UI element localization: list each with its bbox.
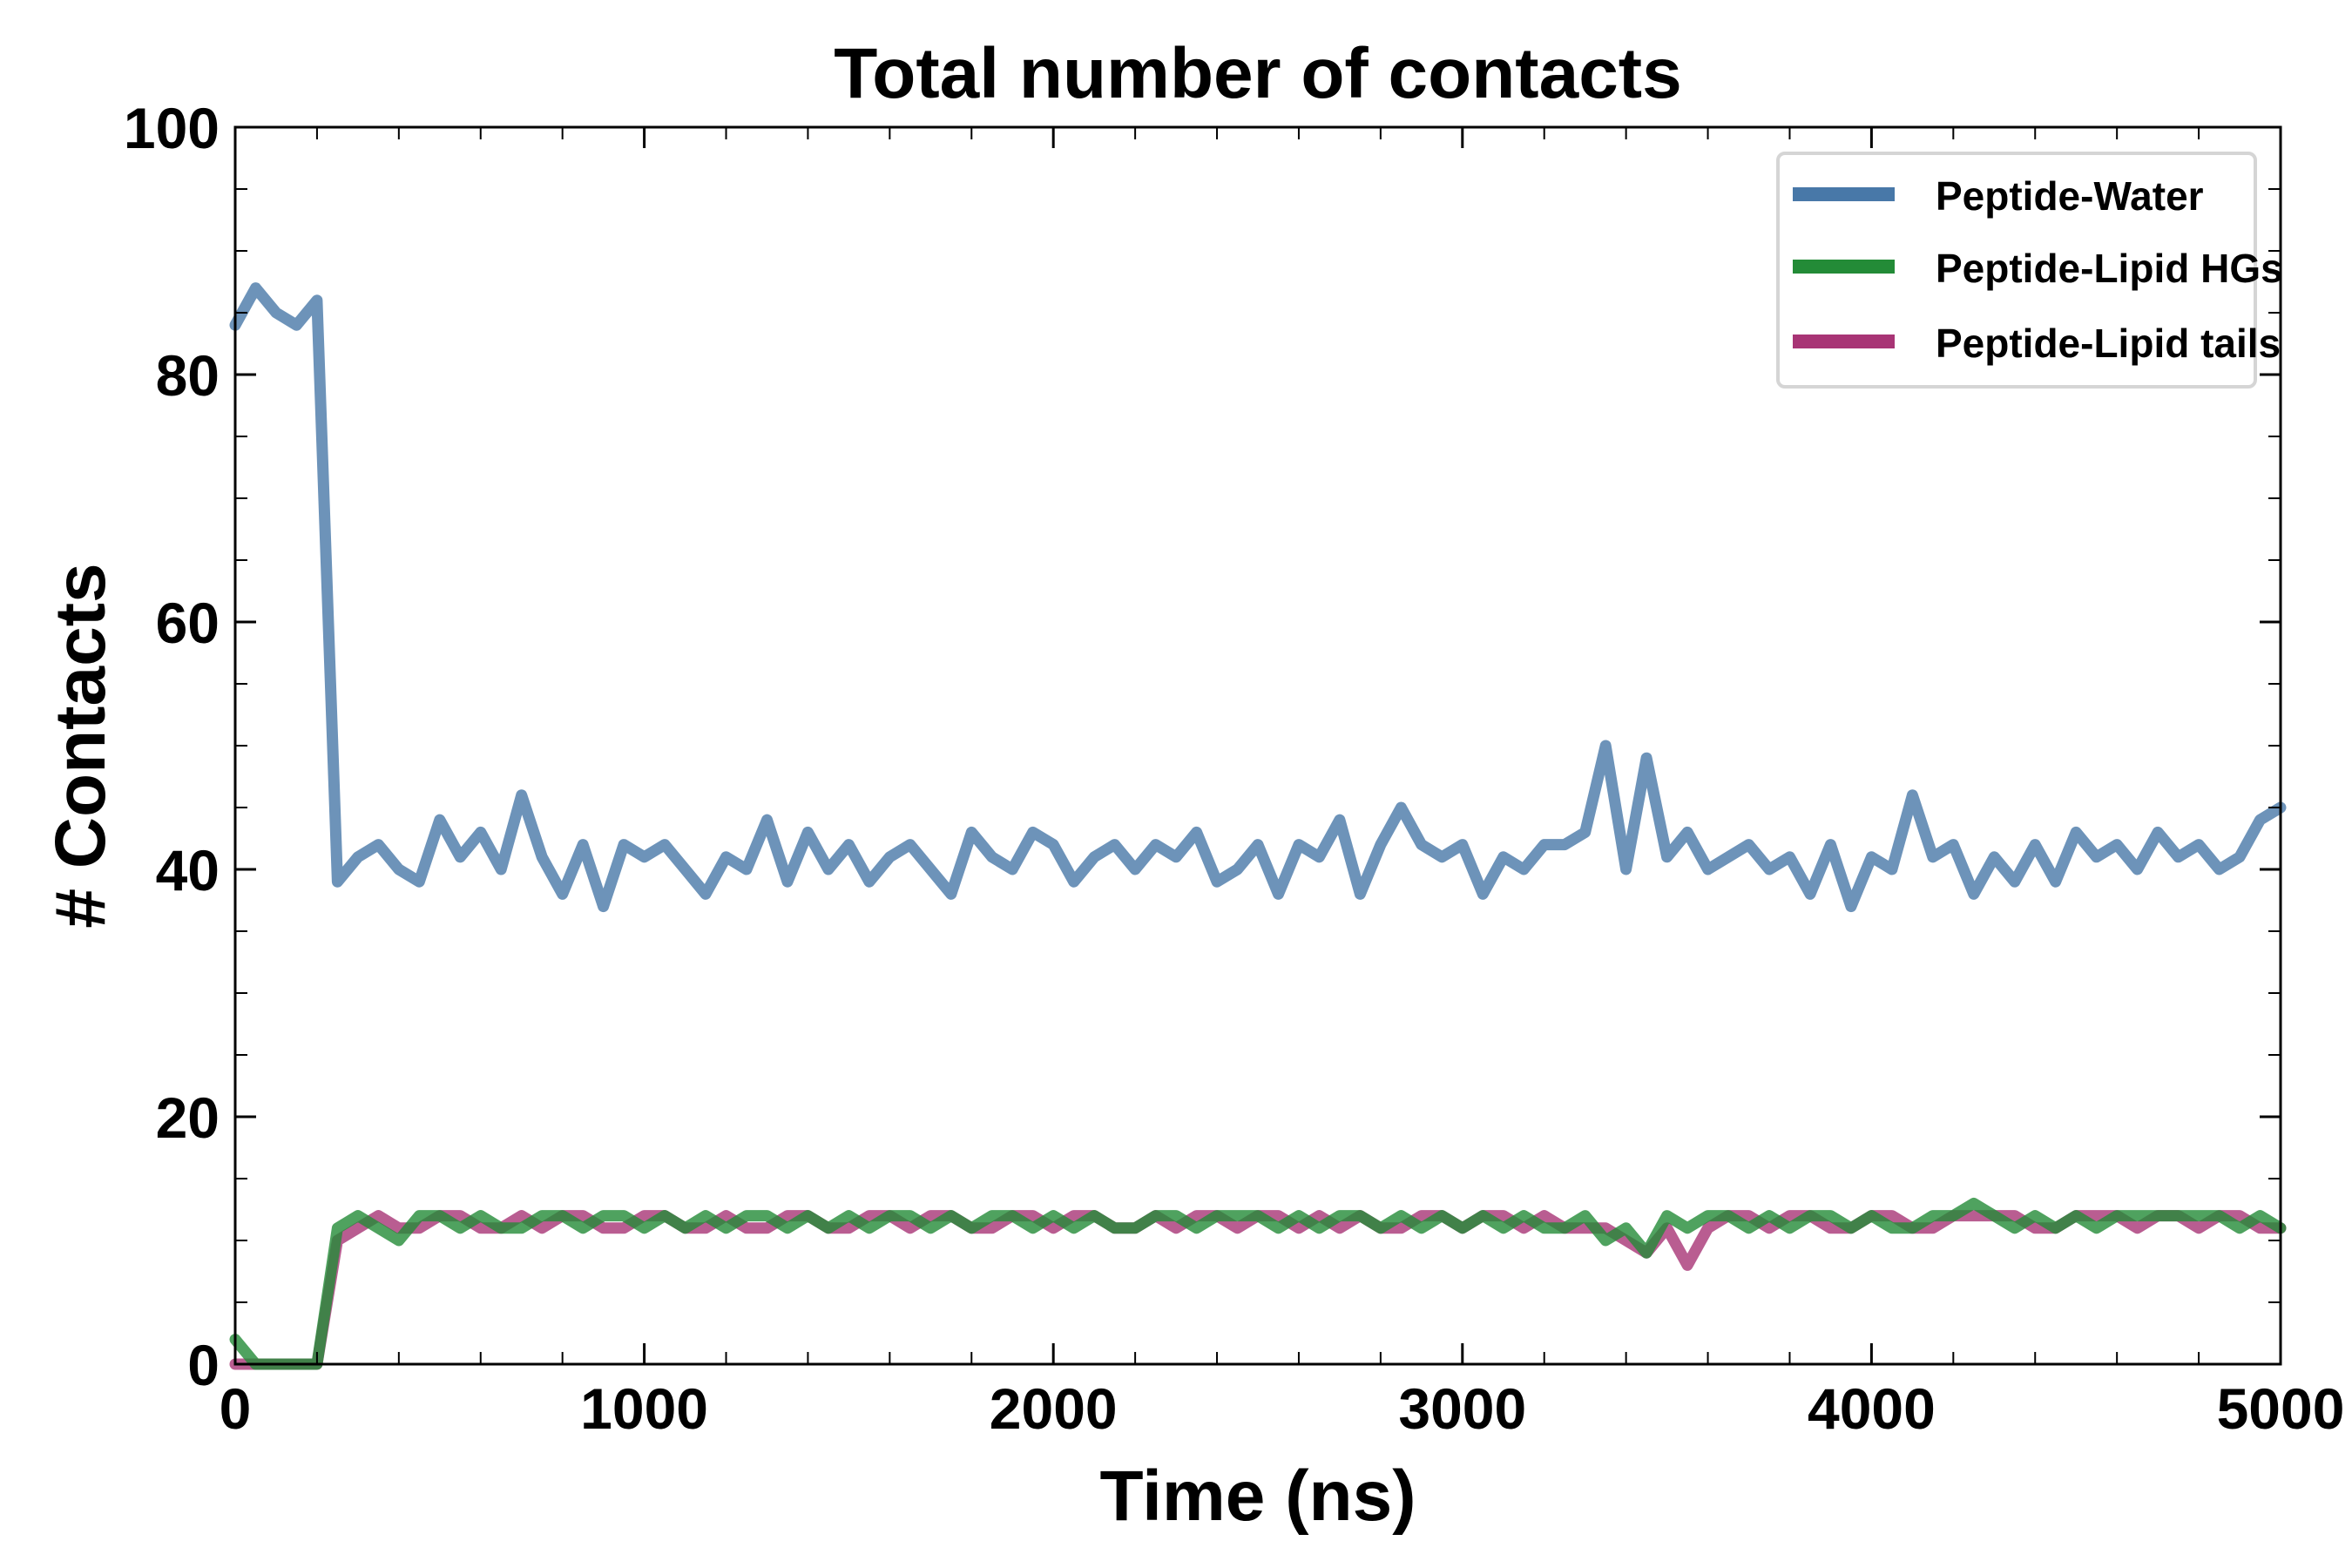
- y-tick-labels: 0 20 40 60 80 100: [124, 96, 220, 1397]
- x-tick-label: 3000: [1398, 1376, 1526, 1441]
- x-tick-label: 4000: [1808, 1376, 1936, 1441]
- legend: Peptide-Water Peptide-Lipid HGs Peptide-Li…: [1776, 152, 2283, 389]
- y-tick-label: 100: [124, 96, 220, 160]
- series-line-peptide-lipid-tails: [229, 1210, 2287, 1370]
- legend-label: Peptide-Lipid HGs: [1936, 246, 2283, 291]
- y-tick-label: 20: [156, 1085, 220, 1150]
- x-axis-label: Time (ns): [1100, 1456, 1416, 1536]
- x-tick-label: 2000: [990, 1376, 1118, 1441]
- legend-item: Peptide-Water: [1793, 173, 2204, 219]
- y-tick-label: 0: [187, 1333, 220, 1397]
- x-tick-label: 5000: [2217, 1376, 2345, 1441]
- series-line-peptide-lipid-hgs: [229, 1197, 2287, 1370]
- chart-title: Total number of contacts: [834, 34, 1681, 113]
- x-tick-labels: 0 1000 2000 3000 4000 5000: [220, 1376, 2345, 1441]
- y-tick-label: 60: [156, 591, 220, 655]
- y-tick-label: 40: [156, 838, 220, 902]
- y-axis-label: # Contacts: [41, 563, 120, 928]
- legend-item: Peptide-Lipid tails: [1793, 321, 2281, 366]
- x-tick-label: 1000: [580, 1376, 708, 1441]
- y-tick-label: 80: [156, 343, 220, 408]
- series-layer: [229, 282, 2287, 1370]
- legend-box: [1776, 152, 2257, 389]
- x-tick-label: 0: [220, 1376, 252, 1441]
- legend-item: Peptide-Lipid HGs: [1793, 246, 2283, 291]
- legend-label: Peptide-Lipid tails: [1936, 321, 2281, 366]
- plot-frame: [233, 125, 2282, 1366]
- legend-label: Peptide-Water: [1936, 173, 2204, 219]
- series-line-peptide-water: [229, 282, 2287, 913]
